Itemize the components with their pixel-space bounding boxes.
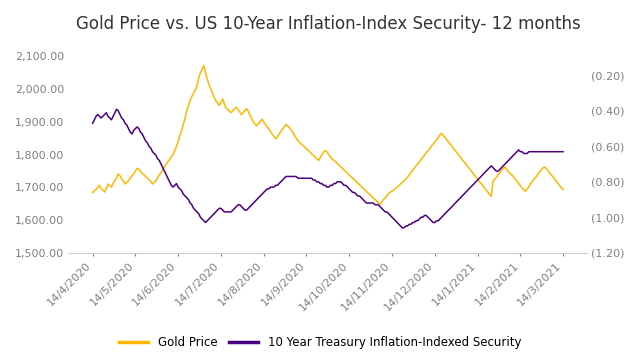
Legend: Gold Price, 10 Year Treasury Inflation-Indexed Security: Gold Price, 10 Year Treasury Inflation-I… [114,332,526,354]
Title: Gold Price vs. US 10-Year Inflation-Index Security- 12 months: Gold Price vs. US 10-Year Inflation-Inde… [76,15,580,33]
